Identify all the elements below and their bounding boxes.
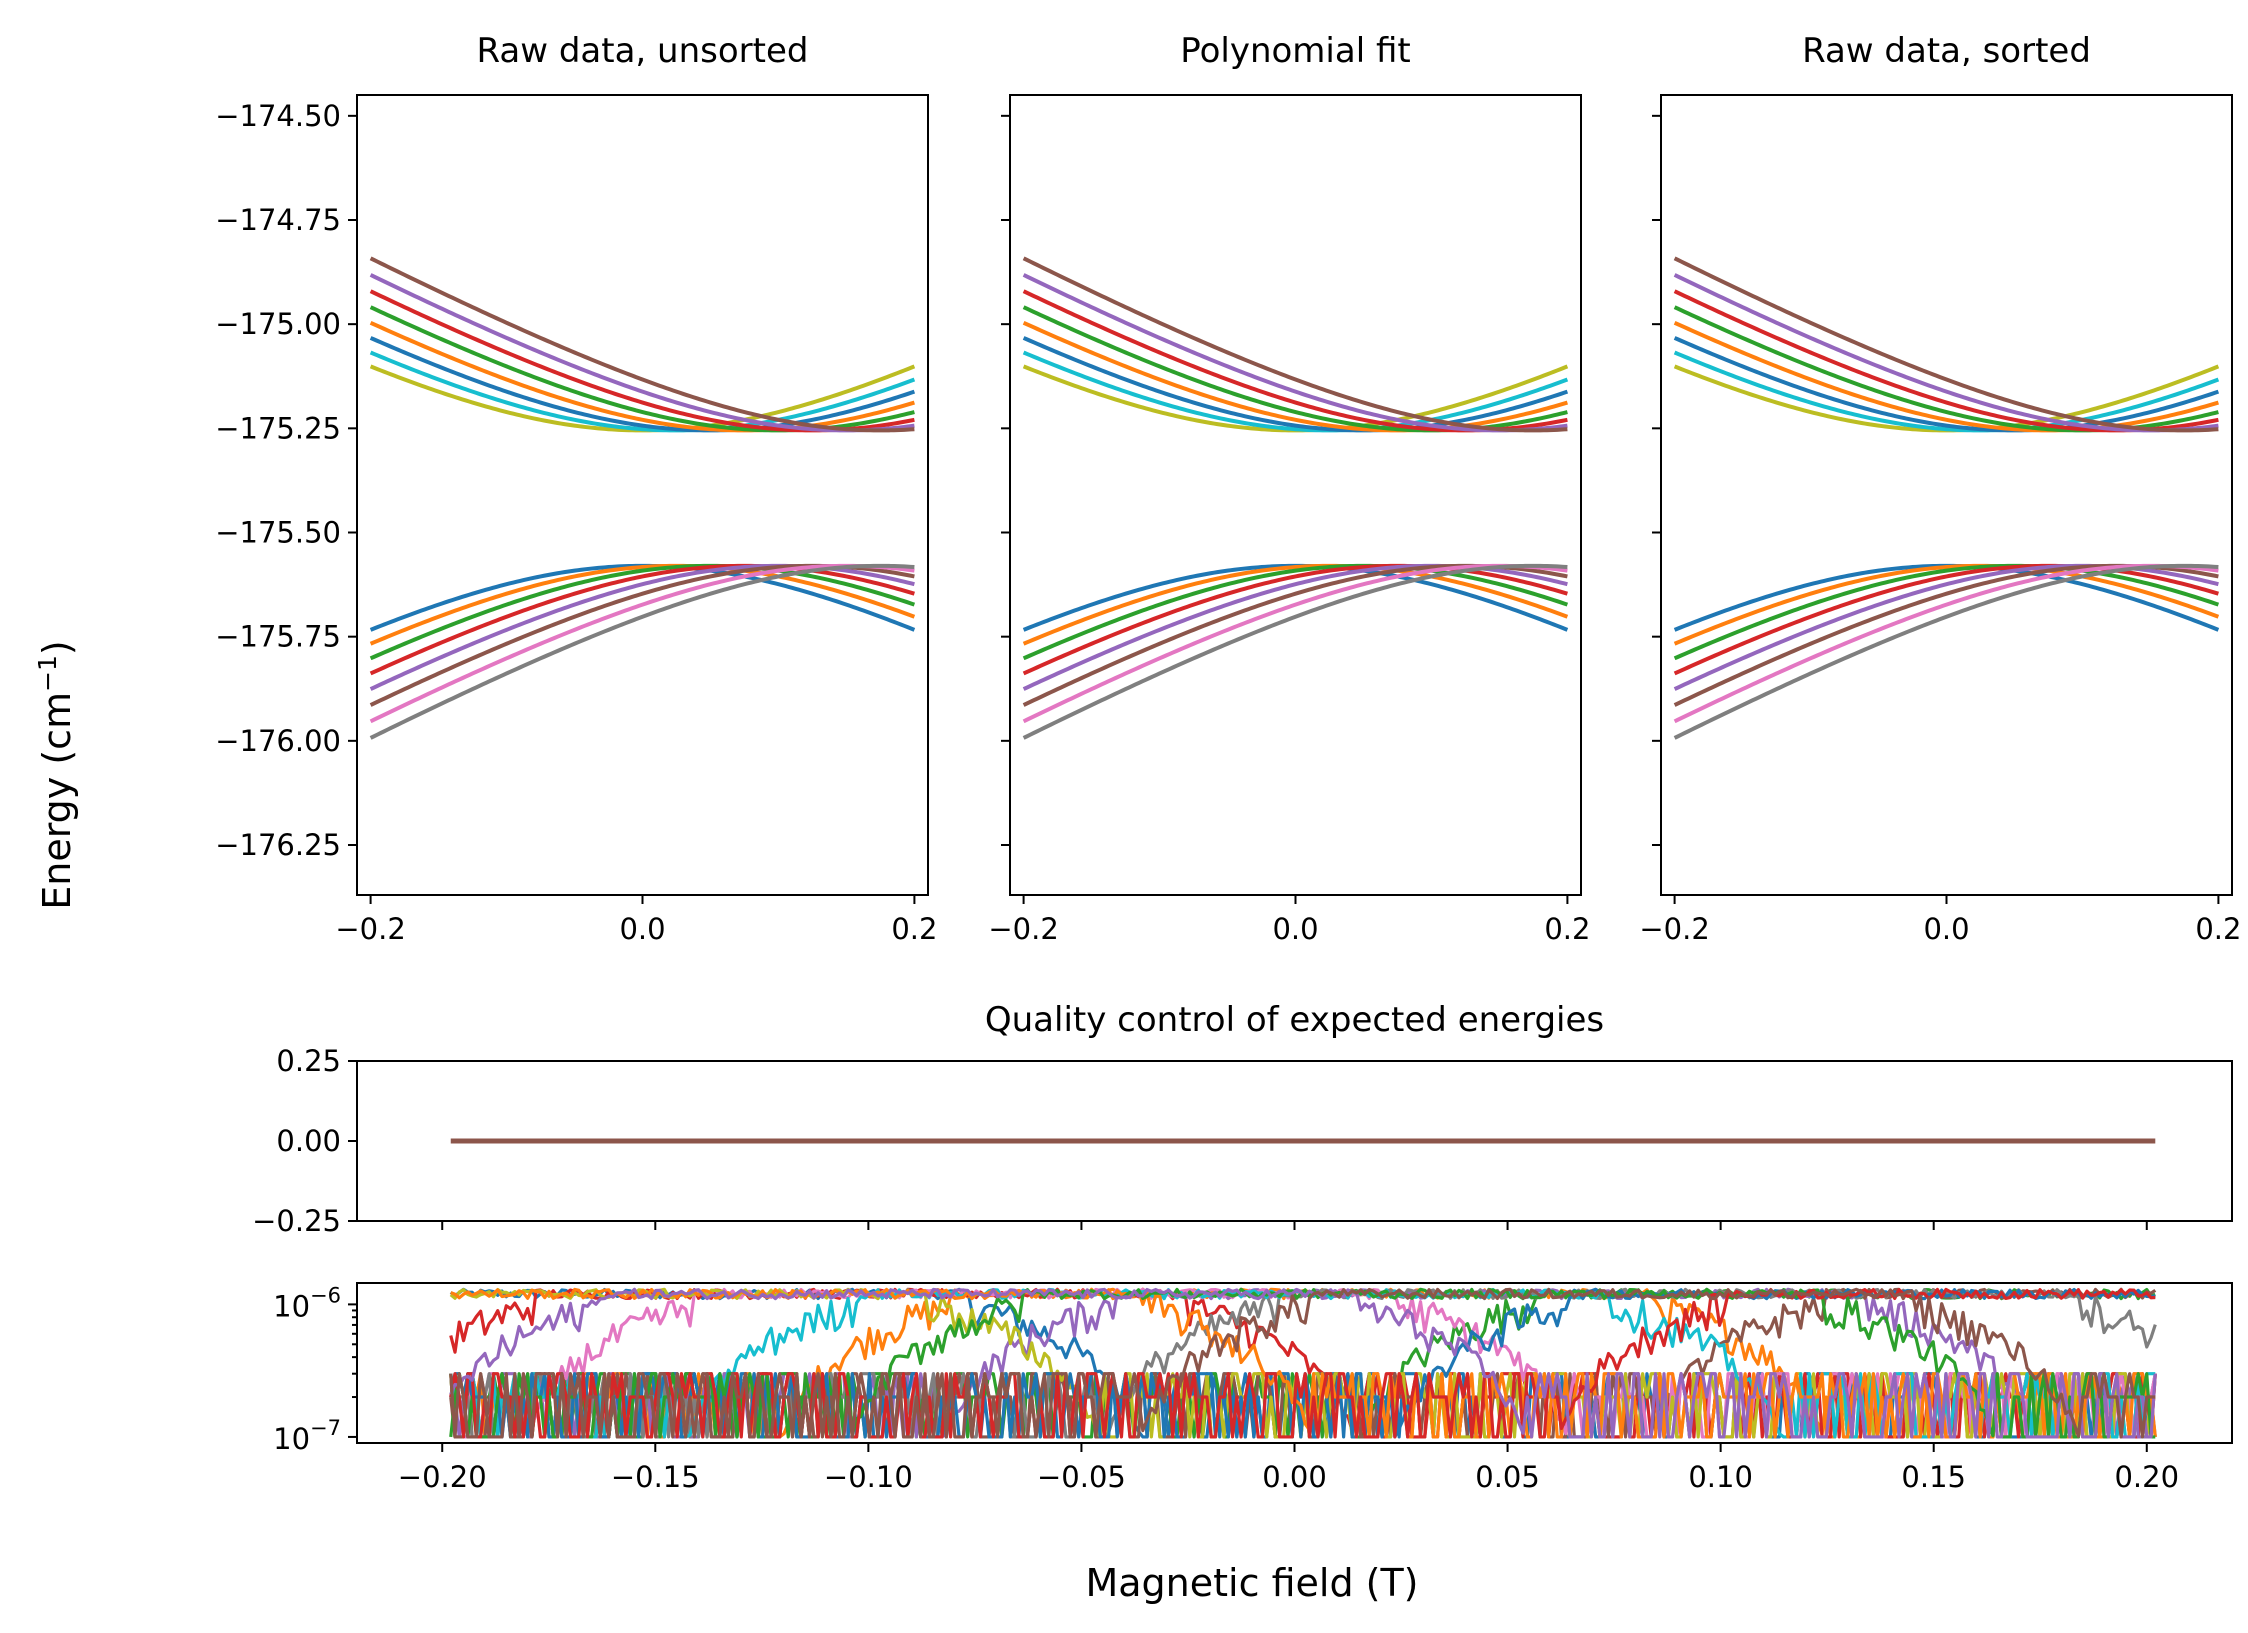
series-line-lower-3 [369, 563, 916, 661]
panel-title: Raw data, sorted [1802, 31, 2091, 71]
panel-raw-sorted: Raw data, sorted −0.2 0.0 0.2 [1639, 31, 2241, 946]
log-series-line-15 [449, 1287, 2157, 1439]
y-tick-label: 0.00 [276, 1124, 341, 1158]
series-line-upper-15 [1022, 273, 1568, 433]
panel-raw-unsorted: Raw data, unsorted −0.2 0.0 0.2 −174.50 −174.… [215, 31, 937, 946]
series-line-lower-8 [1022, 563, 1568, 740]
series-line-upper-16 [1022, 256, 1568, 433]
x-tick-label: 0.05 [1475, 1460, 1540, 1494]
x-tick-label: 0.20 [2114, 1460, 2179, 1494]
series-line-upper-10 [1022, 350, 1569, 433]
series-line-lower-7 [1022, 563, 1568, 724]
panel-polynomial-fit: Polynomial fit −0.2 0.0 0.2 [988, 31, 1590, 946]
series-line-upper-16 [1673, 256, 2219, 433]
x-tick-label: −0.2 [1639, 912, 1709, 946]
energy-axis-label: Energy (cm−1) [33, 640, 79, 910]
panel-title: Polynomial fit [1180, 31, 1410, 71]
series-line-lower-4 [1673, 563, 2219, 676]
log-series-line-14 [449, 1287, 2156, 1439]
ylabel-superscript: −1 [33, 655, 62, 692]
series-line-lower-7 [369, 563, 915, 724]
x-tick-label: 0.15 [1901, 1460, 1966, 1494]
series-line-lower-2 [1673, 563, 2220, 646]
y-tick-exponent: −7 [310, 1416, 341, 1440]
series-line-lower-4 [369, 563, 915, 676]
y-tick-base: 10 [273, 1422, 310, 1456]
x-tick-label: 0.2 [1544, 912, 1590, 946]
y-tick-label: −176.25 [215, 828, 341, 862]
series-line-upper-10 [1673, 350, 2220, 433]
x-tick-label: 0.0 [619, 912, 665, 946]
y-tick-label: −175.25 [215, 411, 341, 445]
y-tick-label: −174.50 [215, 99, 341, 133]
log-series-line-13 [449, 1287, 2156, 1439]
series-line-lower-3 [1673, 563, 2220, 661]
panel-residuals-log: 10−610−7−0.20 −0.15 −0.10 −0.05 0.00 0.05 0.10… [273, 1282, 2233, 1494]
y-tick-label: 0.25 [276, 1044, 341, 1078]
x-tick-label: −0.15 [611, 1460, 700, 1494]
series-line-upper-16 [369, 256, 915, 433]
x-tick-label: 0.2 [891, 912, 937, 946]
ylabel-text: Energy (cm−1) [33, 640, 79, 910]
series-line-lower-2 [1022, 563, 1569, 646]
log-series-line-16 [449, 1287, 2156, 1439]
series-line-lower-3 [1022, 563, 1569, 661]
series-line-lower-8 [1673, 563, 2219, 740]
x-tick-label: 0.0 [1923, 912, 1969, 946]
x-tick-label: −0.10 [824, 1460, 913, 1494]
series-line-upper-10 [369, 350, 916, 433]
series-line-upper-15 [369, 273, 915, 433]
x-tick-label: 0.0 [1272, 912, 1318, 946]
y-tick-base: 10 [273, 1289, 310, 1323]
y-tick-label: −175.50 [215, 516, 341, 550]
x-tick-label: 0.2 [2195, 912, 2241, 946]
y-tick-label: −174.75 [215, 203, 341, 237]
series-line-upper-12 [1022, 320, 1568, 433]
y-tick-label: 10−7 [273, 1416, 341, 1456]
y-tick-exponent: −6 [310, 1283, 341, 1307]
magnetic-field-axis-label: Magnetic field (T) [1085, 1561, 1418, 1605]
y-tick-label: −175.00 [215, 307, 341, 341]
series-line-lower-4 [1022, 563, 1568, 676]
y-tick-label: −176.00 [215, 724, 341, 758]
series-line-upper-15 [1673, 273, 2219, 433]
series-line-lower-7 [1673, 563, 2219, 724]
x-tick-label: −0.05 [1037, 1460, 1126, 1494]
x-tick-label: −0.2 [988, 912, 1058, 946]
series-line-upper-12 [1673, 320, 2219, 433]
ylabel-close: ) [35, 640, 79, 655]
series-line-upper-11 [1673, 336, 2220, 433]
series-line-upper-12 [369, 320, 915, 433]
x-tick-label: −0.20 [398, 1460, 487, 1494]
y-tick-label: −0.25 [252, 1204, 341, 1238]
series-line-lower-8 [369, 563, 915, 740]
x-tick-label: 0.00 [1262, 1460, 1327, 1494]
x-tick-label: 0.10 [1688, 1460, 1753, 1494]
y-tick-label: −175.75 [215, 620, 341, 654]
panel-title: Quality control of expected energies [985, 1000, 1604, 1040]
series-line-upper-11 [369, 336, 916, 433]
y-tick-label: 10−6 [273, 1283, 341, 1323]
series-line-upper-11 [1022, 336, 1569, 433]
series-line-lower-2 [369, 563, 916, 646]
x-tick-label: −0.2 [335, 912, 405, 946]
panel-title: Raw data, unsorted [477, 31, 809, 71]
panel-quality-control: Quality control of expected energies 0.25… [252, 1000, 2233, 1238]
log-series-group [449, 1287, 2157, 1439]
ylabel-main: Energy (cm [35, 692, 79, 910]
